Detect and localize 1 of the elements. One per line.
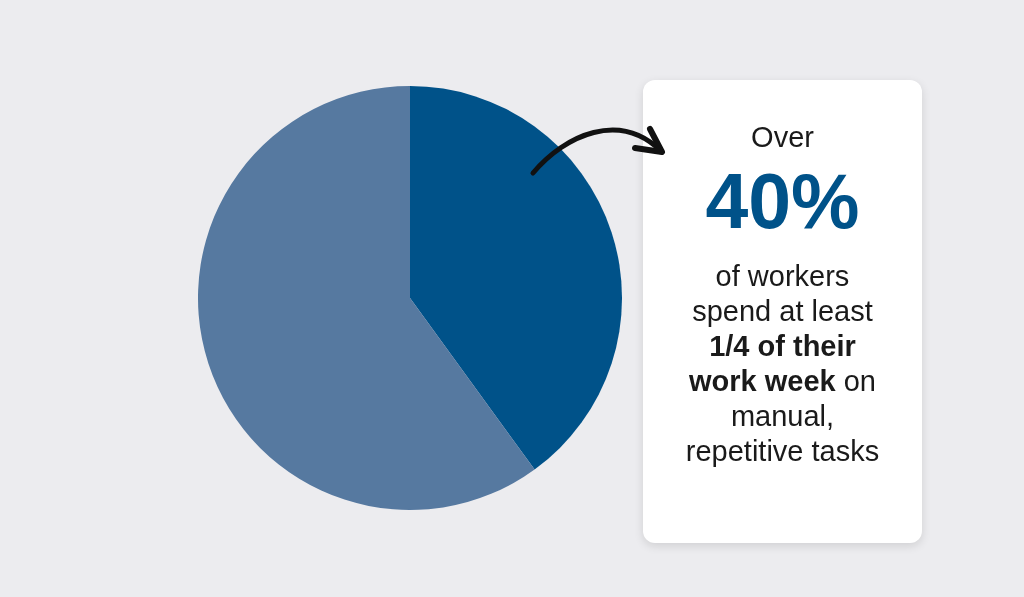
text-card: Over 40% of workers spend at least 1/4 of their work week on manual, repetitive tasks (643, 80, 922, 543)
